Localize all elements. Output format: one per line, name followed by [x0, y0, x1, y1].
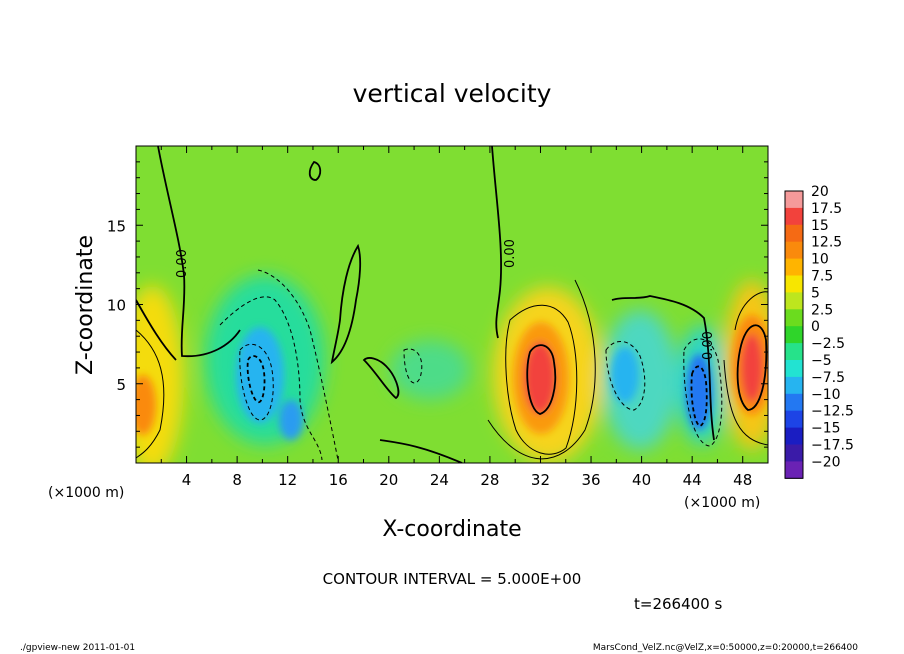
colorbar-label: 15 — [811, 218, 829, 234]
colorbar-label: −12.5 — [811, 404, 854, 420]
contour-label-2: 0.00 — [503, 239, 518, 268]
contour-label-1: 0.00 — [175, 249, 190, 278]
contour-interval-text: CONTOUR INTERVAL = 5.000E+00 — [323, 570, 582, 588]
positive-contours — [136, 279, 768, 460]
x-tick-label: 48 — [733, 471, 752, 489]
colorbar-swatch — [785, 343, 803, 361]
y-axis-label: Z-coordinate — [73, 235, 98, 375]
x-axis: 4 8 12 16 20 24 28 32 36 40 44 48 — [160, 146, 752, 489]
colorbar-swatch — [785, 444, 803, 462]
colorbar-swatch — [785, 207, 803, 226]
colorbar-swatch — [785, 292, 803, 310]
x-tick-label: 20 — [379, 471, 398, 489]
colorbar-label: 5 — [811, 285, 820, 301]
x-tick-label: 8 — [232, 471, 242, 489]
time-text: t=266400 s — [634, 595, 722, 613]
colorbar-label: −17.5 — [811, 438, 854, 454]
colorbar-swatch — [785, 376, 803, 395]
colorbar-swatch — [785, 191, 803, 209]
colorbar-swatch — [785, 309, 803, 327]
colorbar: 2017.51512.5107.552.50−2.5−5−7.5−10−12.5… — [784, 184, 854, 479]
x-unit-label-left: (×1000 m) — [48, 485, 124, 501]
colorbar-swatch — [785, 360, 803, 378]
y-tick-label: 15 — [107, 217, 126, 235]
y-tick-label: 10 — [107, 297, 126, 315]
colorbar-frame — [784, 190, 804, 479]
colorbar-label: 2.5 — [811, 302, 833, 318]
colorbar-swatch — [785, 427, 803, 445]
colorbar-swatch — [785, 241, 803, 260]
colorbar-label: 17.5 — [811, 201, 842, 217]
x-unit-label-right: (×1000 m) — [684, 495, 760, 511]
colorbar-label: 20 — [811, 184, 829, 200]
x-tick-label: 32 — [531, 471, 550, 489]
footer-left: ./gpview-new 2011-01-01 — [20, 643, 135, 653]
zero-contours — [136, 146, 715, 463]
chart-title: vertical velocity — [353, 79, 552, 108]
x-tick-label: 16 — [329, 471, 348, 489]
x-tick-label: 24 — [430, 471, 449, 489]
colorbar-label: −10 — [811, 387, 841, 403]
x-tick-label: 44 — [683, 471, 702, 489]
colorbar-label: 10 — [811, 252, 829, 268]
colorbar-swatch — [785, 461, 803, 479]
colorbar-label: 12.5 — [811, 235, 842, 251]
x-tick-label: 4 — [182, 471, 192, 489]
colorbar-swatch — [785, 275, 803, 293]
colorbar-swatch — [785, 410, 803, 429]
colorbar-label: −20 — [811, 454, 841, 470]
colorbar-swatch — [785, 326, 803, 344]
plot-area: 0.00 0.00 0.00 — [136, 146, 768, 463]
negative-contours — [219, 269, 723, 461]
colorbar-label: 0 — [811, 319, 820, 335]
colorbar-label: −15 — [811, 421, 841, 437]
colorbar-label: −7.5 — [811, 370, 845, 386]
x-tick-label: 12 — [278, 471, 297, 489]
colorbar-label: −5 — [811, 353, 832, 369]
x-tick-label: 36 — [581, 471, 600, 489]
contour-label-3: 0.00 — [701, 331, 716, 360]
y-tick-label: 5 — [116, 376, 126, 394]
footer-right: MarsCond_VelZ.nc@VelZ,x=0:50000,z=0:2000… — [593, 643, 858, 653]
colorbar-label: 7.5 — [811, 269, 833, 285]
colorbar-swatch — [785, 393, 803, 412]
y-axis: 5 10 15 — [107, 161, 768, 448]
colorbar-label: −2.5 — [811, 336, 845, 352]
x-axis-label: X-coordinate — [382, 517, 521, 542]
colorbar-swatch — [785, 224, 803, 243]
colorbar-swatch — [785, 258, 803, 276]
x-tick-label: 40 — [632, 471, 651, 489]
x-tick-label: 28 — [480, 471, 499, 489]
